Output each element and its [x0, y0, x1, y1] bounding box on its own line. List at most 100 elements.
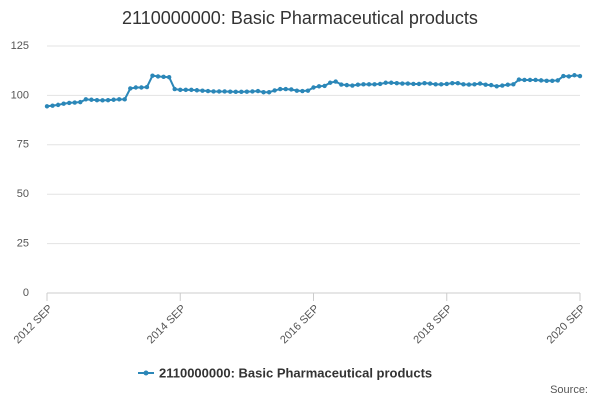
data-point	[372, 82, 377, 87]
data-point	[477, 81, 483, 86]
x-tick-label: 2020 SEP	[545, 303, 589, 347]
data-point	[472, 82, 477, 87]
data-point	[400, 81, 405, 86]
data-point	[538, 78, 544, 83]
data-point	[250, 89, 255, 94]
data-point	[522, 77, 527, 83]
y-tick-label: 50	[17, 188, 29, 200]
data-point	[255, 88, 261, 94]
data-point	[277, 86, 283, 92]
data-point	[166, 75, 172, 80]
data-point	[172, 86, 177, 92]
data-point	[344, 82, 350, 88]
data-point	[61, 101, 66, 106]
data-point	[94, 97, 100, 103]
data-point	[377, 81, 383, 87]
source-label: Source:	[550, 384, 588, 396]
data-point	[516, 77, 522, 82]
data-point	[305, 88, 311, 93]
data-point	[411, 81, 416, 87]
data-point	[566, 74, 572, 79]
data-point	[222, 89, 227, 94]
y-tick-label: 0	[23, 287, 29, 299]
data-point	[488, 82, 494, 88]
data-point	[161, 74, 166, 80]
data-point	[261, 90, 266, 95]
data-point	[394, 80, 399, 86]
data-point	[350, 83, 355, 88]
data-point	[311, 85, 316, 90]
x-tick-label: 2016 SEP	[278, 303, 322, 347]
data-point	[572, 73, 577, 78]
data-point	[561, 73, 566, 79]
data-point	[494, 84, 499, 89]
data-point	[527, 77, 533, 83]
data-point	[139, 85, 144, 90]
data-point	[433, 82, 438, 87]
data-point	[233, 89, 238, 95]
data-point	[78, 99, 83, 105]
x-tick-label: 2014 SEP	[145, 303, 189, 347]
data-point	[116, 97, 122, 102]
legend-marker	[143, 370, 149, 376]
data-point	[72, 100, 77, 105]
data-point	[122, 97, 127, 102]
data-point	[216, 89, 222, 94]
data-point	[555, 78, 560, 83]
data-point	[150, 73, 155, 78]
data-point	[550, 78, 555, 83]
y-tick-label: 75	[17, 139, 29, 151]
y-tick-label: 25	[17, 238, 29, 250]
data-point	[361, 82, 366, 87]
data-point	[239, 89, 244, 95]
data-point	[427, 81, 433, 86]
data-point	[461, 82, 466, 87]
data-point	[466, 82, 472, 87]
data-point	[422, 80, 427, 86]
data-point	[283, 86, 288, 92]
data-point	[300, 88, 305, 94]
data-point	[189, 87, 194, 93]
data-point	[505, 82, 511, 87]
data-point	[366, 82, 372, 87]
data-point	[205, 88, 211, 94]
data-point	[450, 80, 455, 86]
data-point	[100, 98, 105, 103]
data-point	[500, 83, 505, 88]
data-point	[294, 88, 300, 93]
data-point	[50, 103, 55, 108]
data-point	[55, 102, 61, 108]
data-point	[44, 104, 50, 109]
data-point	[194, 88, 200, 93]
data-point	[228, 89, 233, 94]
data-point	[144, 84, 150, 90]
data-point	[544, 78, 549, 83]
data-point	[128, 86, 133, 91]
series-line	[46, 74, 581, 108]
data-point	[200, 88, 205, 93]
x-tick-label: 2012 SEP	[12, 303, 56, 347]
data-point	[438, 82, 444, 87]
data-point	[339, 82, 344, 87]
data-point	[355, 82, 361, 87]
data-point	[405, 81, 411, 86]
x-tick-label: 2018 SEP	[411, 303, 455, 347]
data-point	[455, 80, 461, 86]
data-point	[333, 79, 338, 84]
data-point	[111, 97, 116, 102]
data-point	[383, 80, 388, 85]
data-point	[389, 80, 394, 85]
data-point	[83, 97, 89, 102]
data-point	[178, 87, 183, 93]
data-point	[211, 89, 216, 94]
data-point	[533, 77, 538, 83]
data-point	[244, 89, 250, 94]
data-point	[322, 83, 327, 89]
data-point	[511, 82, 516, 87]
data-point	[133, 85, 139, 90]
data-point	[289, 87, 294, 92]
data-point	[483, 82, 488, 87]
data-point	[416, 81, 422, 87]
data-point	[89, 97, 94, 102]
